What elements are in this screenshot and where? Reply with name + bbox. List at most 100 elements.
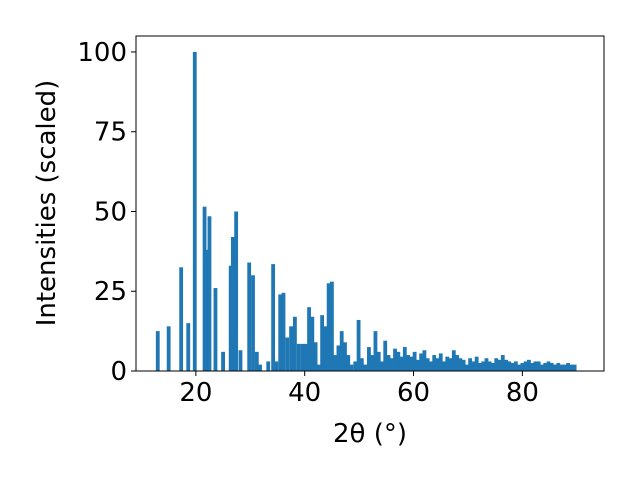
- bar-65: [425, 358, 430, 371]
- bar-60: [409, 356, 414, 371]
- bar-9: [221, 351, 225, 371]
- bar-71: [445, 356, 450, 371]
- bar-59: [406, 355, 410, 371]
- x-tick-label: 60: [397, 378, 430, 408]
- y-tick-label: 75: [94, 118, 127, 148]
- bar-62: [415, 359, 420, 371]
- bar-17: [258, 364, 262, 371]
- bar-25: [293, 316, 297, 371]
- bar-22: [281, 292, 286, 371]
- bar-66: [429, 361, 433, 371]
- bar-70: [442, 361, 446, 371]
- bar-5: [202, 206, 207, 371]
- y-axis-ticks: 0 25 50 75 100: [77, 38, 136, 387]
- bar-82: [481, 361, 486, 371]
- bar-7: [207, 216, 212, 371]
- bar-24: [289, 326, 293, 371]
- bar-56: [396, 351, 401, 371]
- bar-105: [556, 363, 561, 371]
- bar-55: [393, 348, 397, 371]
- bar-37: [333, 355, 338, 371]
- bar-74: [455, 355, 459, 371]
- bar-8: [213, 288, 218, 371]
- bar-10: [228, 265, 233, 371]
- bar-34: [323, 326, 328, 371]
- bar-80: [474, 356, 479, 371]
- bar-23: [285, 337, 290, 371]
- bar-63: [419, 353, 424, 371]
- bar-48: [370, 355, 375, 371]
- bar-38: [336, 345, 341, 371]
- bar-42: [349, 364, 354, 371]
- bar-76: [461, 359, 466, 371]
- bar-88: [500, 355, 505, 371]
- bar-91: [510, 363, 515, 371]
- bar-98: [533, 361, 538, 371]
- bar-13: [238, 350, 243, 371]
- bar-4: [192, 51, 197, 371]
- x-tick-label: 20: [179, 378, 212, 408]
- bar-11: [230, 237, 235, 371]
- bar-64: [422, 350, 427, 371]
- bar-47: [367, 347, 371, 371]
- bar-41: [346, 355, 351, 371]
- x-tick-label: 40: [288, 378, 321, 408]
- bar-52: [383, 340, 388, 371]
- bar-100: [540, 364, 544, 371]
- bar-51: [380, 361, 384, 371]
- bar-28: [303, 343, 308, 371]
- x-axis-ticks: 20 40 60 80: [179, 371, 539, 408]
- bar-49: [373, 331, 378, 371]
- bar-101: [543, 363, 548, 371]
- bar-26: [296, 343, 301, 371]
- bar-20: [274, 361, 279, 371]
- bar-30: [310, 316, 315, 371]
- x-axis-label: 2θ (°): [333, 419, 407, 449]
- bar-103: [549, 363, 554, 371]
- bar-102: [546, 361, 551, 371]
- bar-90: [507, 361, 512, 371]
- bar-32: [316, 364, 321, 371]
- bar-6: [204, 249, 209, 371]
- bar-16: [254, 351, 259, 371]
- bar-53: [386, 355, 391, 371]
- bar-27: [300, 343, 305, 371]
- bar-89: [504, 359, 508, 371]
- bar-68: [435, 358, 440, 371]
- y-axis-label: Intensities (scaled): [32, 80, 62, 327]
- bar-79: [471, 361, 476, 371]
- bar-43: [353, 361, 358, 371]
- bar-107: [562, 364, 567, 371]
- bar-110: [572, 364, 577, 371]
- bar-86: [494, 358, 499, 371]
- bar-50: [376, 351, 381, 371]
- bar-29: [307, 307, 311, 371]
- bar-69: [438, 353, 443, 371]
- bar-67: [432, 355, 437, 371]
- bar-77: [464, 364, 469, 371]
- bar-1: [166, 326, 171, 371]
- bar-87: [497, 359, 502, 371]
- bar-81: [478, 363, 482, 371]
- bar-44: [356, 319, 361, 371]
- bar-18: [266, 361, 271, 371]
- bar-14: [247, 262, 252, 371]
- bar-104: [553, 364, 557, 371]
- y-tick-label: 50: [94, 197, 127, 227]
- y-tick-label: 100: [77, 38, 127, 68]
- bar-99: [536, 361, 541, 371]
- bar-97: [530, 363, 535, 371]
- bar-2: [179, 267, 184, 371]
- bar-46: [363, 364, 368, 371]
- y-tick-label: 0: [110, 357, 127, 387]
- bar-40: [343, 342, 347, 371]
- bar-96: [527, 359, 531, 371]
- bar-58: [402, 347, 407, 371]
- y-tick-label: 25: [94, 277, 127, 307]
- bar-94: [520, 363, 525, 371]
- bar-75: [458, 358, 463, 371]
- bar-33: [320, 315, 325, 371]
- bar-73: [451, 350, 456, 371]
- bar-21: [278, 294, 283, 371]
